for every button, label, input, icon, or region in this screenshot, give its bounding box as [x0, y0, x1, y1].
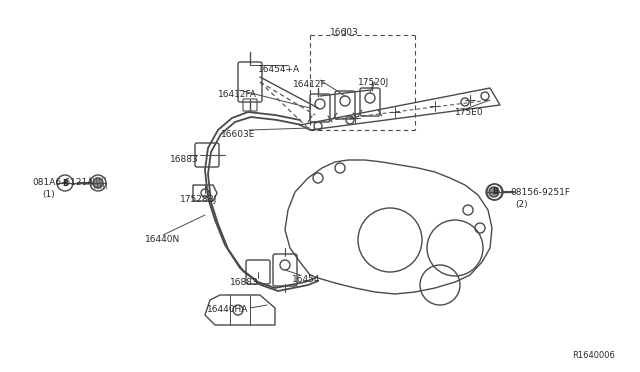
Text: 175E0: 175E0 [455, 108, 484, 117]
Text: 16454: 16454 [292, 275, 321, 284]
Text: 16603E: 16603E [221, 130, 255, 139]
Text: 16440N: 16440N [145, 235, 180, 244]
Text: R1640006: R1640006 [572, 351, 615, 360]
Text: 08156-9251F: 08156-9251F [510, 188, 570, 197]
Text: 081A6-6121A: 081A6-6121A [32, 178, 93, 187]
Text: B: B [62, 179, 68, 187]
Text: B: B [492, 187, 498, 196]
Text: 16440HA: 16440HA [207, 305, 248, 314]
Text: (1): (1) [42, 190, 55, 199]
Text: 16883: 16883 [170, 155, 199, 164]
Text: 17528BJ: 17528BJ [180, 195, 218, 204]
Text: 16454+A: 16454+A [258, 65, 300, 74]
Text: 16412F: 16412F [293, 80, 326, 89]
Text: (2): (2) [515, 200, 527, 209]
Text: 16603: 16603 [330, 28, 359, 37]
Circle shape [93, 178, 103, 188]
Text: 16883: 16883 [230, 278, 259, 287]
Text: 16412FA: 16412FA [218, 90, 257, 99]
Circle shape [489, 187, 499, 197]
Text: 17520J: 17520J [358, 78, 389, 87]
